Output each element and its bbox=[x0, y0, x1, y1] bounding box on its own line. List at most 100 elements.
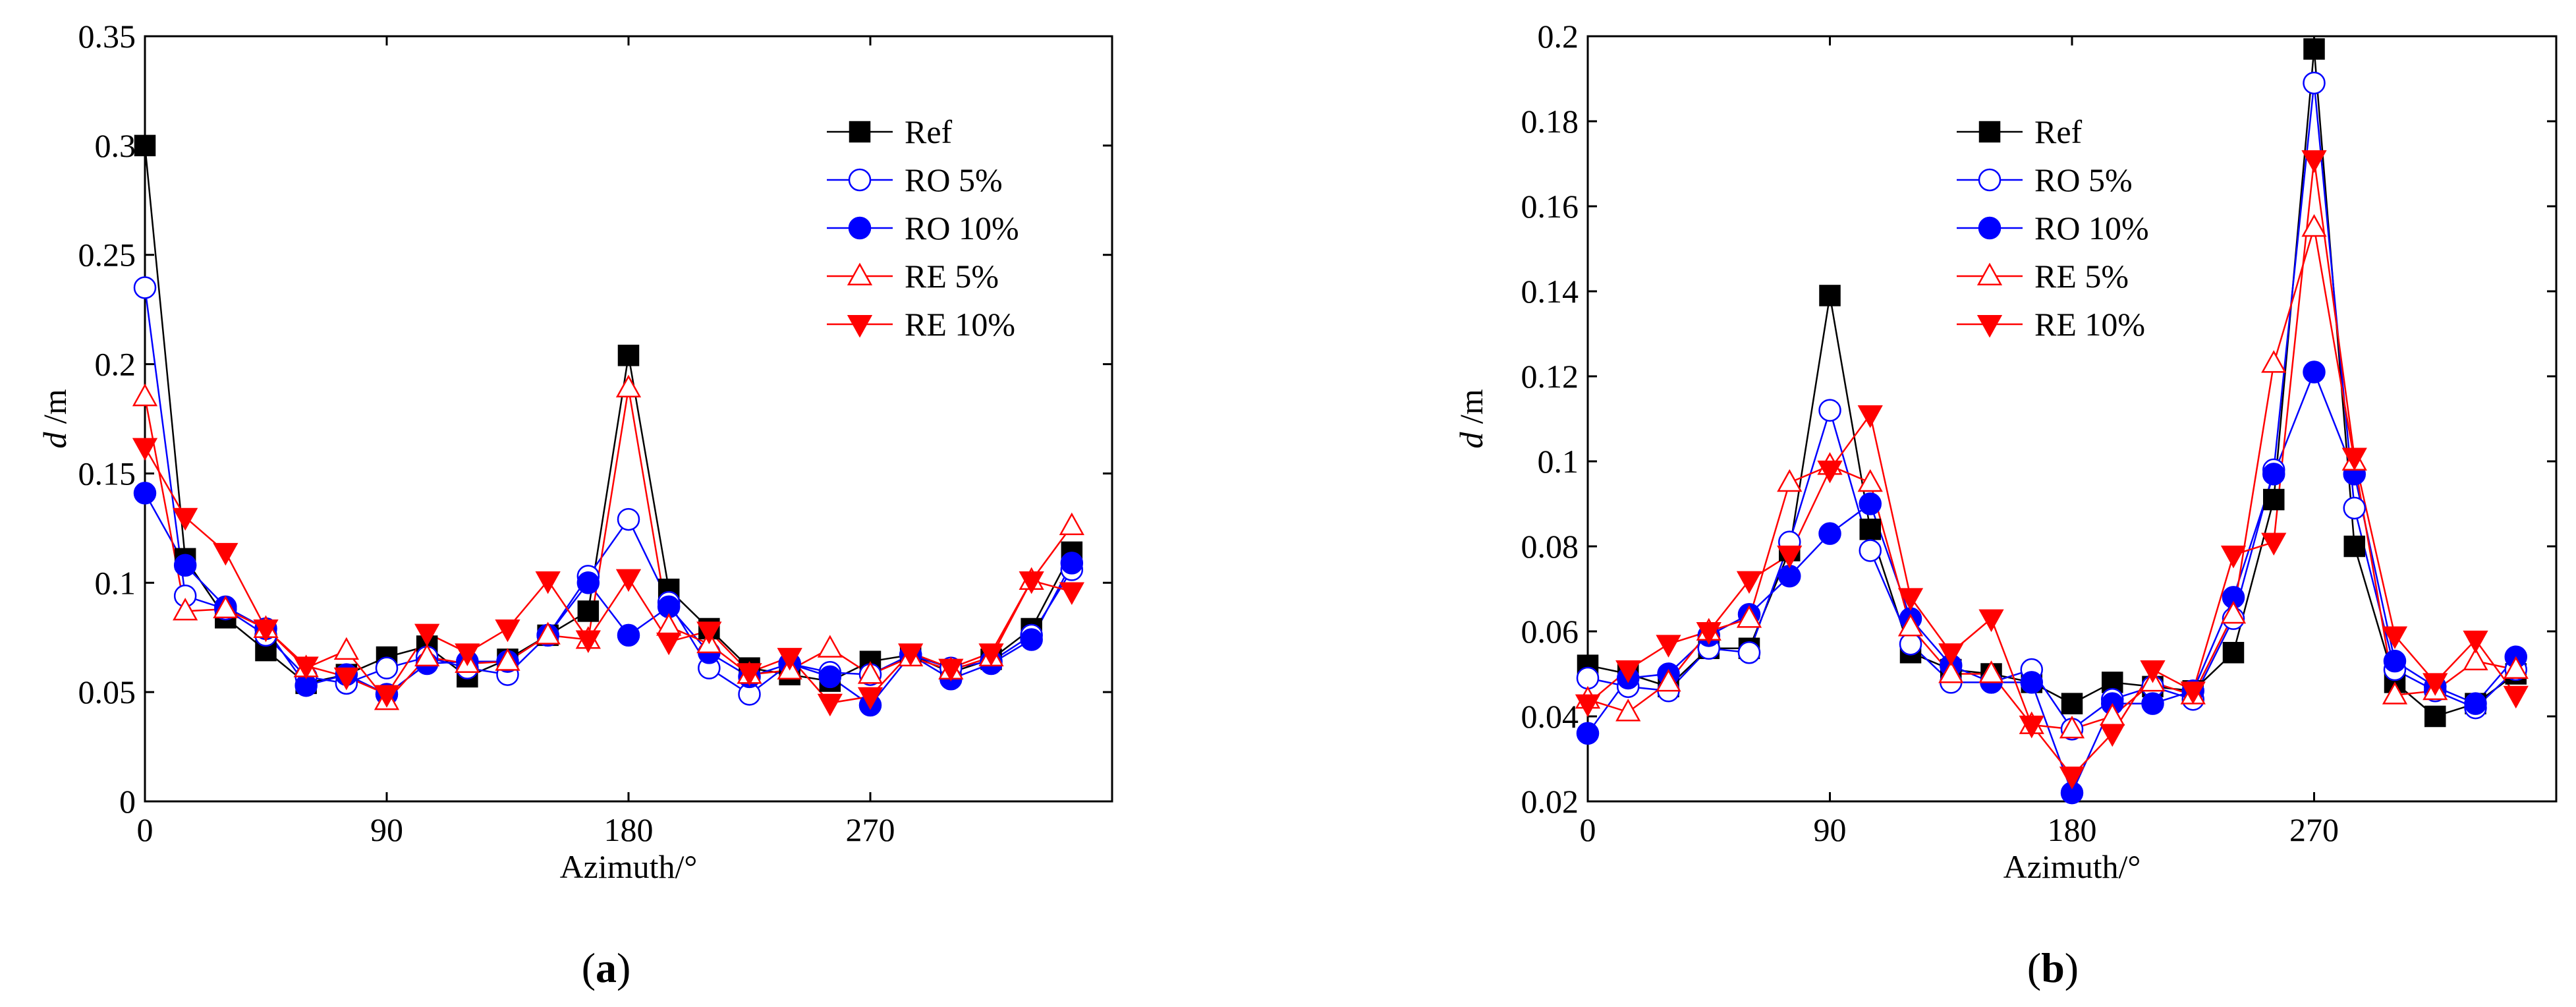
chart-a-point-s2-23 bbox=[1060, 552, 1084, 575]
chart-a-point-s4-23 bbox=[1059, 582, 1084, 605]
chart-b-series-line-3 bbox=[1587, 227, 2517, 730]
chart-b-legend-label-4: RE 10% bbox=[2034, 306, 2145, 343]
chart-a-point-s4-3 bbox=[253, 619, 279, 643]
chart-a-point-s0-12 bbox=[617, 345, 640, 366]
chart-a-point-s4-16 bbox=[777, 648, 802, 671]
chart-a-point-s4-14 bbox=[696, 621, 722, 645]
chart-b-point-s4-11 bbox=[2019, 715, 2044, 739]
chart-b-point-s4-18 bbox=[2301, 150, 2327, 173]
chart-b-point-s4-17 bbox=[2261, 532, 2287, 556]
chart-a-point-s2-11 bbox=[576, 571, 600, 594]
chart-a-point-s3-17 bbox=[817, 635, 843, 658]
chart-b-point-s4-15 bbox=[2180, 681, 2206, 705]
chart-a-y-axis-label-var: d bbox=[36, 424, 73, 449]
chart-a-point-s2-22 bbox=[1020, 628, 1043, 651]
chart-b-point-s4-19 bbox=[2341, 447, 2367, 471]
chart-a-point-s3-18 bbox=[857, 661, 883, 684]
chart-a-point-s4-15 bbox=[737, 663, 762, 686]
chart-b-point-s1-6 bbox=[1818, 399, 1841, 422]
chart-a-legend-marker-0 bbox=[849, 121, 871, 143]
chart-b-legend-marker-3 bbox=[1976, 262, 2003, 285]
chart-b-point-s3-10 bbox=[1978, 660, 2004, 683]
chart-a-point-s3-7 bbox=[414, 643, 440, 667]
chart-a-point-s4-0 bbox=[132, 438, 158, 461]
chart-b-point-s3-8 bbox=[1897, 614, 1924, 637]
chart-a-series-line-2 bbox=[144, 492, 1073, 706]
chart-b-point-s4-5 bbox=[1777, 545, 1803, 569]
chart-a-point-s3-10 bbox=[535, 621, 561, 645]
chart-b-point-s1-8 bbox=[1899, 633, 1922, 656]
chart-b-legend-label-3: RE 5% bbox=[2034, 258, 2129, 295]
chart-b-point-s4-20 bbox=[2382, 626, 2408, 649]
chart-a-xtick-label: 0 bbox=[137, 811, 154, 848]
chart-b-xtick-label: 180 bbox=[2048, 811, 2097, 848]
chart-b-point-s3-9 bbox=[1938, 660, 1964, 683]
chart-b-ytick-label: 0.12 bbox=[1521, 358, 1579, 395]
chart-b-point-s3-20 bbox=[2382, 681, 2408, 705]
chart-b-point-s4-12 bbox=[2059, 766, 2085, 790]
chart-b-point-s4-23 bbox=[2503, 685, 2529, 709]
chart-a-point-s3-9 bbox=[495, 648, 520, 671]
chart-a-point-s3-0 bbox=[132, 383, 158, 407]
chart-b-ytick-label: 0.06 bbox=[1521, 613, 1579, 650]
chart-a-legend-label-0: Ref bbox=[905, 113, 953, 150]
chart-b-point-s2-18 bbox=[2303, 360, 2326, 384]
chart-a-point-s3-13 bbox=[656, 613, 682, 636]
chart-b-point-s4-7 bbox=[1857, 405, 1883, 428]
chart-b-point-s3-4 bbox=[1736, 605, 1762, 628]
chart-a-panel-label-close: ) bbox=[617, 944, 630, 991]
chart-b-series-line-4 bbox=[1587, 159, 2517, 778]
chart-a-legend-marker-3 bbox=[847, 262, 873, 285]
chart-a-panel-label-letter: a bbox=[596, 944, 617, 991]
chart-b-point-s3-16 bbox=[2220, 600, 2247, 624]
chart-b-point-s4-3 bbox=[1696, 622, 1722, 645]
chart-b-point-s2-7 bbox=[1859, 492, 1882, 515]
chart-a-xtick-label: 90 bbox=[370, 811, 403, 848]
chart-b-legend-marker-4 bbox=[1976, 315, 2003, 338]
chart-a-point-s3-5 bbox=[333, 637, 359, 660]
chart-b-legend-marker-2 bbox=[1978, 216, 2002, 240]
chart-b-point-s2-22 bbox=[2464, 692, 2487, 715]
chart-a-point-s4-4 bbox=[293, 656, 319, 679]
chart-a-point-s4-9 bbox=[495, 619, 520, 643]
chart-b-xtick-label: 270 bbox=[2289, 811, 2339, 848]
chart-b-point-s4-9 bbox=[1938, 643, 1964, 666]
chart-b: 0.02 0.04 0.06 0.08 0.1 0.12 0.14 0.16 0.18 0.2 0 9… bbox=[1453, 18, 2558, 991]
chart-b-point-s0-16 bbox=[2222, 642, 2245, 664]
chart-b-point-s3-18 bbox=[2301, 214, 2327, 237]
chart-b-point-s4-0 bbox=[1575, 694, 1601, 718]
chart-a-legend-label-4: RE 10% bbox=[905, 306, 1015, 343]
chart-b-panel-label-close: ) bbox=[2065, 944, 2079, 991]
chart-b-point-s4-22 bbox=[2463, 630, 2488, 654]
chart-b-point-s3-22 bbox=[2463, 647, 2488, 671]
chart-a-point-s2-12 bbox=[617, 623, 640, 647]
chart-b-point-s4-6 bbox=[1817, 460, 1843, 484]
chart-b-point-s0-21 bbox=[2424, 705, 2446, 728]
chart-b-point-s3-12 bbox=[2059, 715, 2085, 739]
chart-a-legend-label-1: RO 5% bbox=[905, 161, 1003, 198]
chart-b-point-s3-17 bbox=[2261, 350, 2287, 373]
chart-b-xtick-label: 0 bbox=[1580, 811, 1596, 848]
chart-b-point-s3-2 bbox=[1656, 668, 1681, 692]
chart-b-point-s0-17 bbox=[2263, 488, 2285, 511]
chart-a-ytick-label: 0.35 bbox=[78, 18, 136, 55]
chart-a-point-s0-11 bbox=[577, 600, 600, 622]
chart-a-point-s4-18 bbox=[857, 687, 883, 710]
chart-a-point-s0-0 bbox=[134, 134, 156, 157]
chart-b-panel-label: (b) bbox=[2027, 944, 2079, 991]
chart-a: 0 0.05 0.1 0.15 0.2 0.25 0.3 0.35 0 90 180 270 Azimu… bbox=[36, 18, 1113, 991]
chart-a-legend-marker-2 bbox=[848, 216, 872, 240]
chart-b-point-s0-19 bbox=[2343, 535, 2365, 558]
chart-b-point-s0-7 bbox=[1859, 518, 1881, 540]
chart-a-point-s3-2 bbox=[213, 595, 238, 619]
chart-b-point-s2-14 bbox=[2141, 692, 2164, 715]
chart-a-ytick-label: 0.2 bbox=[95, 346, 136, 383]
chart-a-ytick-label: 0.05 bbox=[78, 674, 136, 710]
chart-b-ytick-label: 0.16 bbox=[1521, 188, 1579, 225]
chart-a-ytick-label: 0.3 bbox=[95, 127, 136, 164]
chart-b-point-s1-19 bbox=[2343, 496, 2366, 520]
chart-a-point-s1-0 bbox=[133, 276, 157, 299]
chart-a-point-s4-17 bbox=[817, 693, 843, 717]
chart-a-xtick-label: 270 bbox=[846, 811, 895, 848]
chart-b-point-s1-0 bbox=[1576, 666, 1600, 690]
